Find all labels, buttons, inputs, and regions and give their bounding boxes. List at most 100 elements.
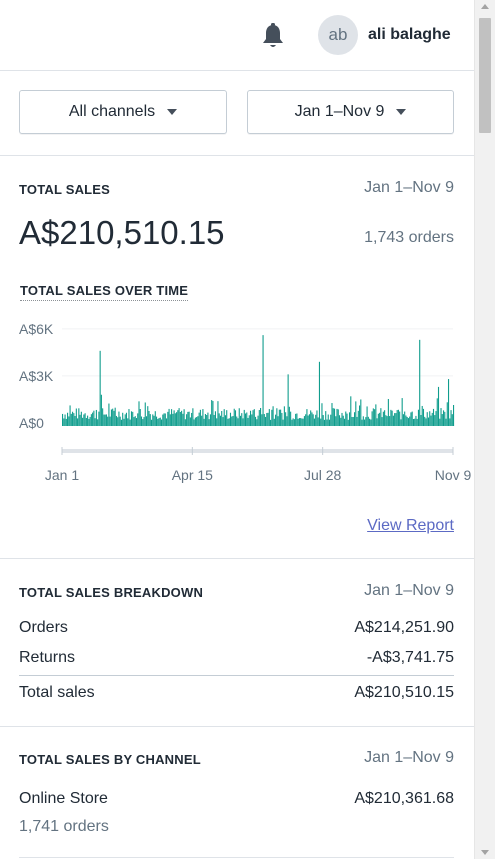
chart-bar: [219, 415, 221, 426]
chart-bar: [104, 414, 106, 426]
chart-bar: [221, 411, 223, 426]
chart-bar: [251, 414, 253, 426]
chart-bar: [79, 414, 81, 426]
chart-title[interactable]: TOTAL SALES OVER TIME: [20, 283, 189, 301]
chart-bar: [78, 408, 80, 426]
total-sales-orders: 1,743 orders: [364, 229, 454, 246]
scroll-up-icon[interactable]: [481, 4, 489, 9]
chart-bar: [404, 411, 406, 426]
chart-bar: [204, 414, 206, 426]
chart-bar: [271, 409, 273, 426]
chart-bar: [439, 418, 441, 426]
chart-bar: [258, 410, 260, 426]
chart-bar: [155, 416, 158, 426]
chart-bar: [399, 411, 401, 426]
chart-bar: [247, 417, 249, 426]
chart-bar: [263, 414, 265, 426]
chart-bar: [303, 416, 305, 426]
chart-bar: [320, 418, 322, 426]
chart-bar: [406, 416, 408, 426]
chart-bar: [366, 406, 368, 426]
x-tick-label: Nov 9: [435, 467, 472, 483]
chart-bar: [395, 413, 397, 426]
chart-bar: [123, 418, 125, 426]
breakdown-total-label: Total sales: [19, 684, 95, 701]
chart-bar: [425, 418, 427, 426]
chart-bar: [139, 409, 141, 426]
scrollbar-thumb[interactable]: [479, 18, 491, 133]
chart-bar: [161, 419, 163, 426]
chart-bar: [138, 401, 140, 426]
chart-bar: [157, 418, 159, 426]
chart-bar: [326, 419, 328, 426]
chart-bar: [233, 408, 235, 426]
chart-bar: [307, 415, 309, 426]
avatar[interactable]: ab: [318, 15, 358, 55]
chart-bar: [391, 410, 393, 426]
chart-bar: [118, 411, 120, 426]
chart-bar: [315, 414, 317, 426]
chart-bar: [187, 411, 189, 426]
chart-bar: [166, 418, 168, 426]
vertical-scrollbar[interactable]: [474, 0, 495, 859]
x-tick-label: Apr 15: [172, 467, 213, 483]
chart-bar: [83, 414, 85, 426]
chart-bar: [177, 410, 179, 426]
chart-bar: [149, 414, 151, 426]
chart-bar: [72, 411, 74, 426]
user-name[interactable]: ali balaghe: [368, 26, 451, 43]
chart-bar: [129, 419, 131, 426]
chart-bar: [322, 415, 324, 426]
chart-bar: [308, 414, 310, 426]
date-range-dropdown[interactable]: Jan 1–Nov 9: [247, 90, 454, 134]
chart-bar: [415, 415, 417, 426]
total-sales-amount: A$210,510.15: [19, 214, 225, 251]
chart-bar: [189, 417, 191, 426]
chart-bar: [277, 416, 279, 426]
chart-bar: [150, 419, 153, 426]
chart-bar: [194, 417, 196, 426]
chart-bar: [152, 414, 154, 426]
chart-bar: [80, 411, 82, 426]
chart-bar: [376, 418, 378, 426]
chart-bar: [209, 414, 211, 426]
sales-over-time-chart[interactable]: A$6K A$3K A$0 Jan 1 Apr 15 Jul 28 Nov 9: [0, 321, 474, 496]
chart-bar: [442, 410, 445, 426]
chart-bar: [163, 413, 165, 426]
chart-bar: [301, 418, 303, 426]
chart-bar: [128, 409, 130, 426]
chart-bar: [453, 405, 455, 426]
chart-bar: [154, 411, 156, 426]
channel-orders-row: 1,741 orders: [19, 818, 454, 842]
chart-bar: [265, 416, 267, 426]
chart-bar: [143, 417, 145, 426]
chart-bar: [333, 408, 336, 426]
channel-value: A$210,361.68: [354, 790, 454, 807]
breakdown-row-returns: Returns -A$3,741.75: [19, 649, 454, 673]
chart-bar: [74, 415, 76, 426]
chart-bar: [440, 408, 442, 426]
y-tick-label: A$3K: [19, 368, 54, 384]
chart-bar: [75, 408, 77, 426]
chart-bar: [261, 414, 263, 426]
sales-breakdown-card: TOTAL SALES BREAKDOWN Jan 1–Nov 9 Orders…: [0, 559, 474, 727]
chart-bar: [382, 411, 384, 426]
bell-icon[interactable]: [260, 22, 286, 50]
chart-bar: [217, 401, 219, 426]
chart-bar: [173, 410, 175, 426]
channels-dropdown[interactable]: All channels: [19, 90, 227, 134]
chart-bar: [103, 414, 105, 426]
chart-bar: [249, 410, 252, 426]
chart-bar: [90, 414, 92, 426]
breakdown-label: Orders: [19, 619, 68, 636]
chart-bar: [63, 418, 65, 426]
view-report-link[interactable]: View Report: [367, 517, 454, 534]
chart-bar: [167, 411, 169, 426]
chart-bar: [213, 414, 215, 426]
scroll-down-icon[interactable]: [481, 850, 489, 855]
chart-bar: [229, 412, 232, 426]
chart-bar: [337, 409, 339, 426]
chart-bar: [153, 415, 155, 426]
y-tick-label: A$0: [19, 415, 44, 431]
chart-bar: [350, 396, 352, 426]
